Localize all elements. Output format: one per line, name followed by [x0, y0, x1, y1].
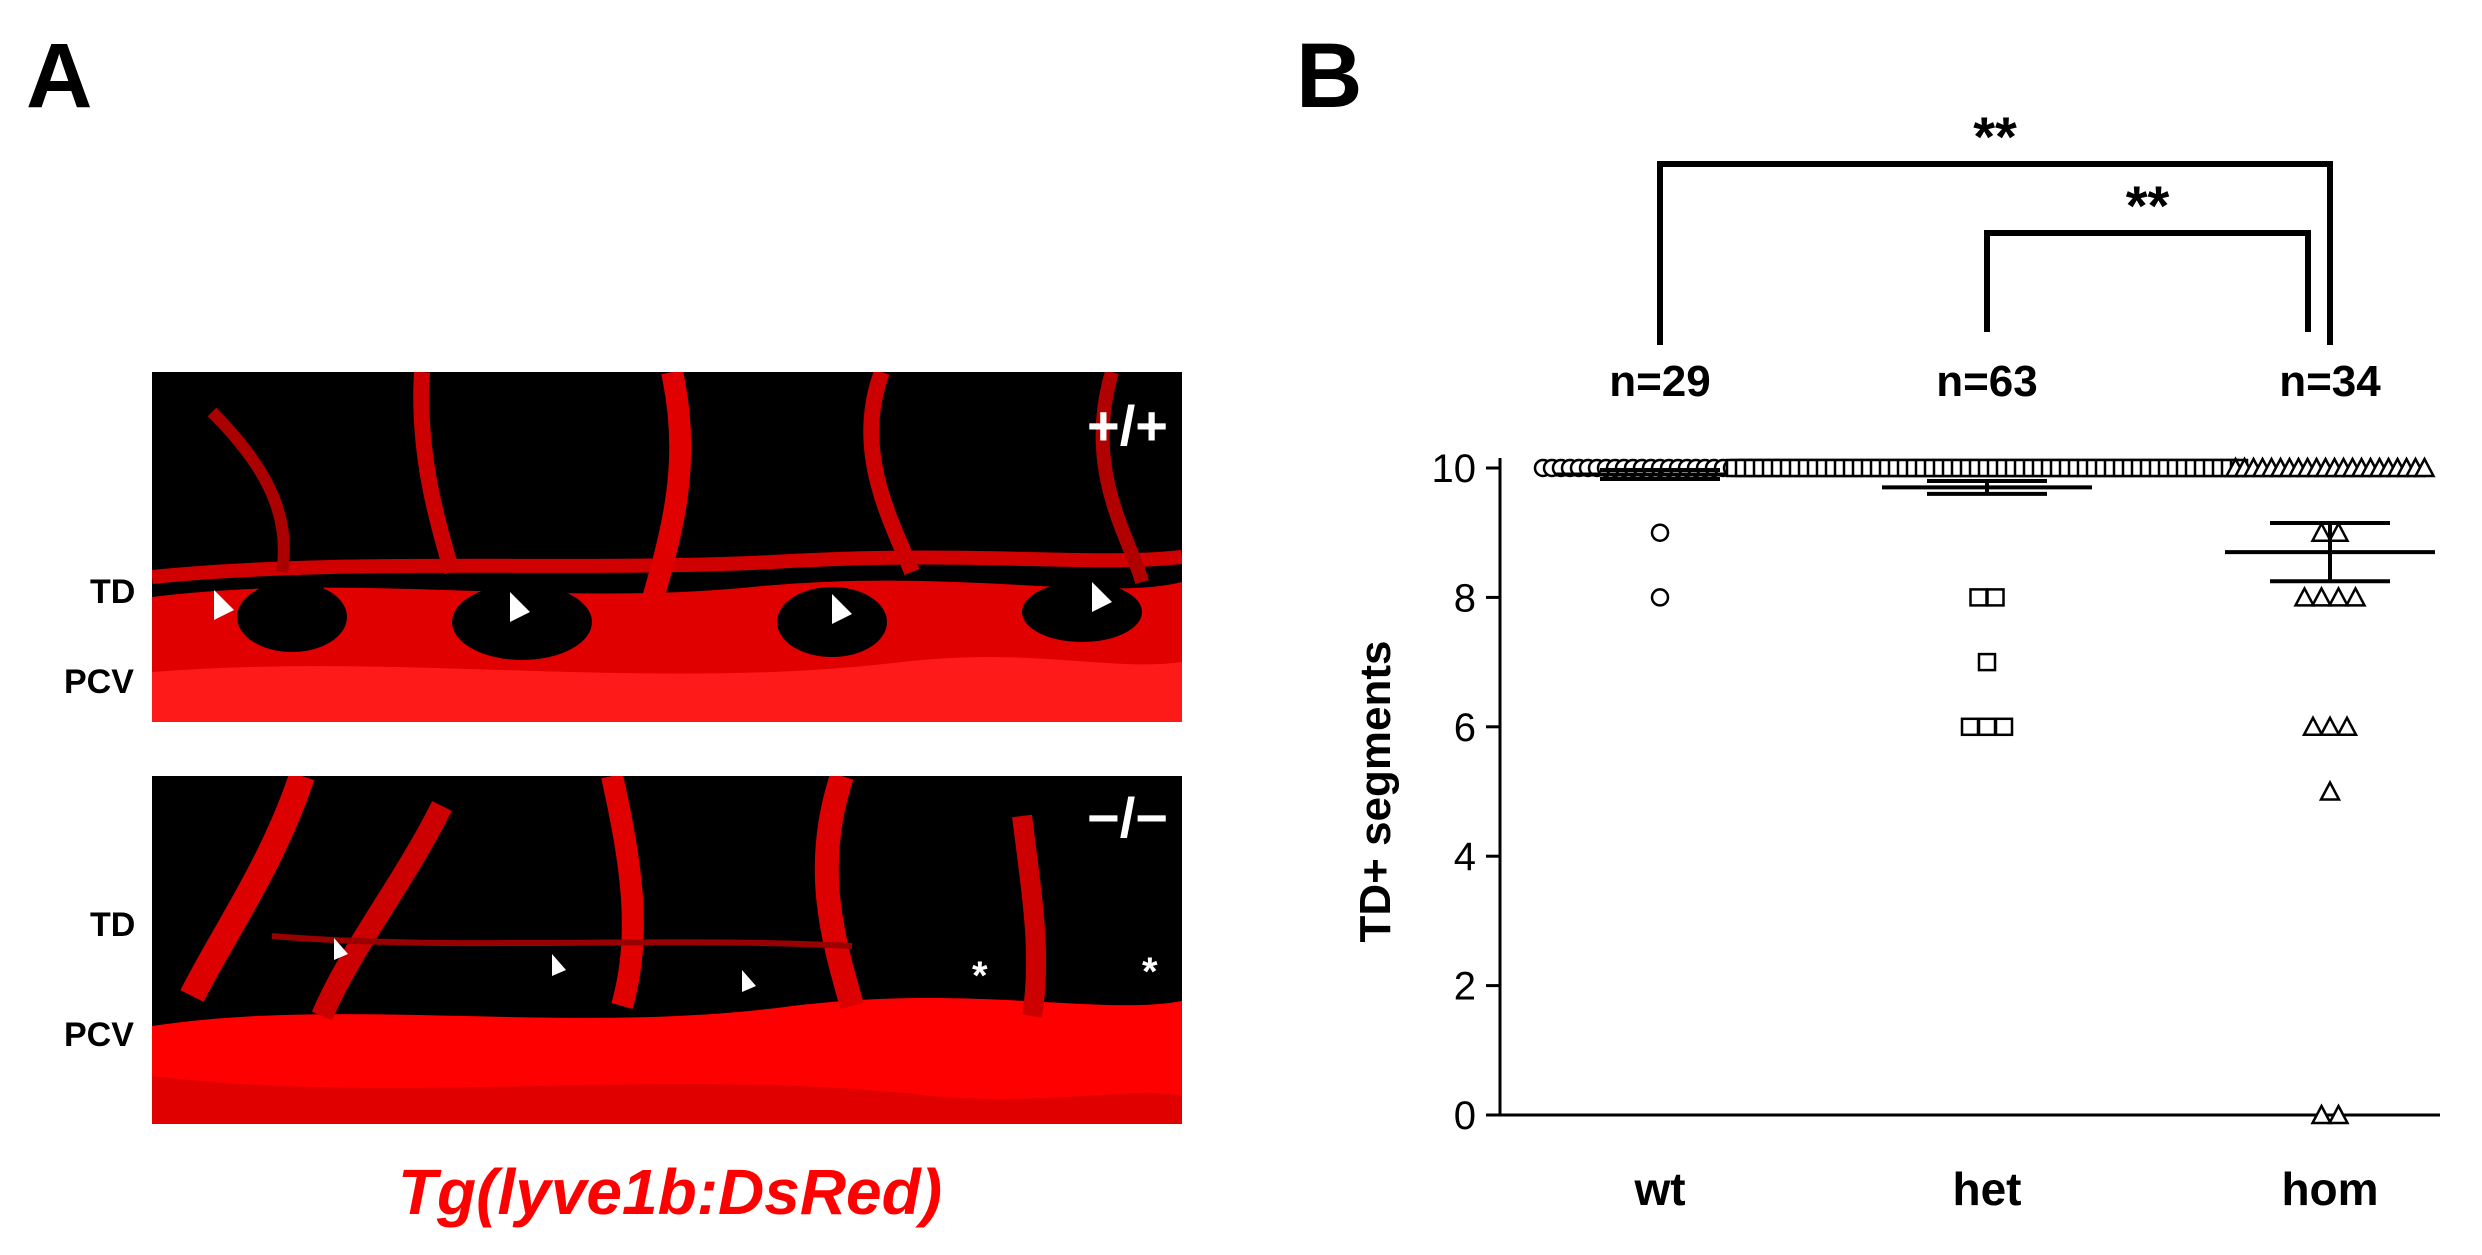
genotype-label-mutant: −/−: [1087, 786, 1168, 849]
data-point-wt: [1650, 588, 1670, 607]
y-tick-label: 10: [1432, 447, 1477, 491]
data-point-het: [1977, 652, 1997, 672]
scatter-chart: 0 2 4 6 8 10 TD+ segments wt n=29 het n=63 hom n=34 *…: [1351, 105, 2440, 1215]
count-label-wt: n=29: [1609, 357, 1711, 406]
data-point-hom: [2335, 715, 2359, 737]
count-label-het: n=63: [1936, 357, 2038, 406]
data-point-het: [1960, 717, 1980, 737]
data-point-hom: [2301, 715, 2325, 737]
micrograph-mutant-image: [152, 776, 1182, 1124]
data-point-hom: [2413, 456, 2436, 478]
data-point-hom: [2310, 521, 2333, 542]
micrograph-wildtype-image: [152, 372, 1182, 722]
micrograph-caption: Tg(lyve1b:DsRed): [397, 1156, 943, 1228]
x-tick-label-hom: hom: [2281, 1163, 2378, 1215]
data-point-wt: [1650, 523, 1670, 542]
significance-label-wt-hom: **: [1973, 105, 2017, 168]
micrograph-mutant: * * −/−: [152, 776, 1182, 1124]
label-td-top: TD: [90, 573, 136, 611]
data-point-het: [1994, 717, 2014, 737]
label-td-bottom: TD: [90, 906, 136, 944]
asterisk-marker-2: *: [1142, 950, 1158, 994]
data-point-hom: [2318, 715, 2342, 737]
data-point-het: [1969, 588, 1988, 607]
data-point-het: [1986, 588, 2005, 607]
data-point-hom: [2327, 521, 2350, 542]
data-point-het: [1977, 717, 1997, 737]
label-pcv-bottom: PCV: [64, 1016, 134, 1054]
y-tick-label: 6: [1454, 706, 1476, 750]
count-label-hom: n=34: [2279, 357, 2381, 406]
data-point-hom: [2293, 585, 2316, 607]
y-tick-label: 4: [1454, 835, 1476, 879]
data-point-hom: [2327, 585, 2350, 607]
genotype-label-wildtype: +/+: [1087, 394, 1168, 457]
significance-bracket-het-hom: [1984, 230, 2311, 332]
y-tick-label: 0: [1454, 1094, 1476, 1138]
significance-bracket-wt-hom: [1657, 161, 2333, 345]
panel-label-a: A: [26, 25, 93, 127]
panel-label-b: B: [1296, 25, 1363, 127]
label-pcv-top: PCV: [64, 663, 134, 701]
x-tick-label-wt: wt: [1633, 1163, 1685, 1215]
significance-label-het-hom: **: [2126, 174, 2170, 237]
data-point-hom: [2318, 779, 2342, 801]
y-axis-title: TD+ segments: [1351, 641, 1400, 943]
x-tick-label-het: het: [1953, 1163, 2022, 1215]
data-point-hom: [2310, 1103, 2333, 1125]
y-tick-label: 2: [1454, 965, 1476, 1009]
data-point-hom: [2327, 1103, 2350, 1125]
data-point-hom: [2344, 585, 2367, 607]
asterisk-marker-1: *: [972, 954, 988, 998]
y-tick-label: 8: [1454, 576, 1476, 620]
data-point-hom: [2310, 585, 2333, 607]
micrograph-wildtype: +/+: [152, 372, 1182, 722]
